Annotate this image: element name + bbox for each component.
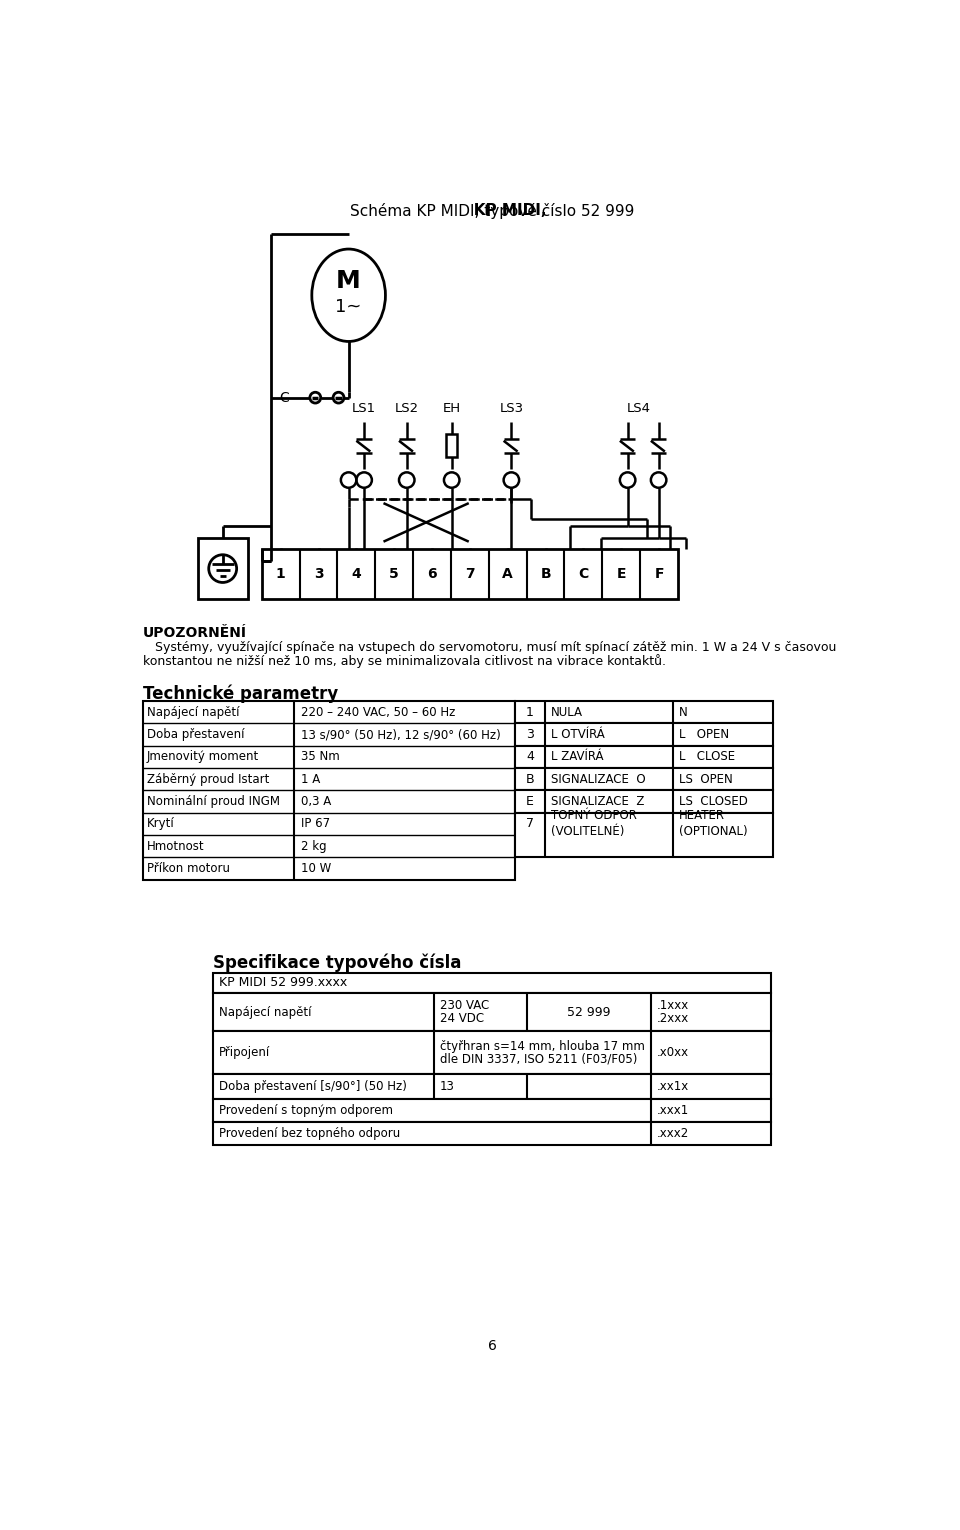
Text: Schéma KP MIDI, typové číslo 52 999: Schéma KP MIDI, typové číslo 52 999 bbox=[349, 203, 635, 219]
Bar bbox=[213, 1031, 771, 1074]
Text: 230 VAC: 230 VAC bbox=[440, 999, 490, 1013]
Text: UPOZORNĚNÍ: UPOZORNĚNÍ bbox=[143, 626, 248, 640]
Bar bbox=[213, 973, 771, 993]
Bar bbox=[516, 812, 774, 857]
Text: TOPNÝ ODPOR: TOPNÝ ODPOR bbox=[551, 809, 636, 822]
Bar bbox=[516, 724, 774, 745]
Text: Napájecí napětí: Napájecí napětí bbox=[147, 705, 240, 719]
Text: Doba přestavení: Doba přestavení bbox=[147, 728, 245, 741]
Text: F: F bbox=[655, 568, 663, 581]
Text: N: N bbox=[679, 705, 687, 719]
Text: Nominální proud INGM: Nominální proud INGM bbox=[147, 796, 280, 808]
Bar bbox=[143, 701, 516, 880]
Bar bbox=[198, 539, 248, 600]
Text: 52 999: 52 999 bbox=[567, 1005, 611, 1019]
Bar bbox=[262, 549, 678, 600]
Text: 7: 7 bbox=[465, 568, 475, 581]
Text: Hmotnost: Hmotnost bbox=[147, 840, 204, 852]
Text: 35 Nm: 35 Nm bbox=[300, 750, 339, 763]
Text: C: C bbox=[578, 568, 588, 581]
Text: IP 67: IP 67 bbox=[300, 817, 329, 831]
Text: Krytí: Krytí bbox=[147, 817, 175, 831]
Text: Provedení s topným odporem: Provedení s topným odporem bbox=[219, 1105, 394, 1117]
Text: KP MIDI,: KP MIDI, bbox=[437, 203, 547, 217]
Text: 220 – 240 VAC, 50 – 60 Hz: 220 – 240 VAC, 50 – 60 Hz bbox=[300, 705, 455, 719]
Text: E: E bbox=[526, 796, 534, 808]
Text: B: B bbox=[526, 773, 535, 786]
Bar bbox=[446, 435, 457, 457]
Text: NULA: NULA bbox=[551, 705, 583, 719]
Text: 3: 3 bbox=[526, 728, 534, 741]
Text: .2xxx: .2xxx bbox=[657, 1011, 689, 1025]
Text: Doba přestavení [s/90°] (50 Hz): Doba přestavení [s/90°] (50 Hz) bbox=[219, 1080, 407, 1092]
Text: 1 A: 1 A bbox=[300, 773, 320, 786]
Text: 1~: 1~ bbox=[335, 298, 362, 315]
Bar bbox=[516, 791, 774, 812]
Text: SIGNALIZACE  O: SIGNALIZACE O bbox=[551, 773, 645, 786]
Text: 0,3 A: 0,3 A bbox=[300, 796, 331, 808]
Text: LS4: LS4 bbox=[627, 401, 651, 415]
Text: HEATER: HEATER bbox=[679, 809, 725, 822]
Text: LS3: LS3 bbox=[499, 401, 523, 415]
Text: L   CLOSE: L CLOSE bbox=[679, 750, 735, 763]
Text: 13 s/90° (50 Hz), 12 s/90° (60 Hz): 13 s/90° (50 Hz), 12 s/90° (60 Hz) bbox=[300, 728, 500, 741]
Text: E: E bbox=[616, 568, 626, 581]
Bar bbox=[516, 701, 774, 724]
Text: 4: 4 bbox=[351, 568, 361, 581]
Text: .xx1x: .xx1x bbox=[657, 1080, 689, 1092]
Text: LS  OPEN: LS OPEN bbox=[679, 773, 732, 786]
Text: C: C bbox=[278, 390, 289, 404]
Text: Záběrný proud Istart: Záběrný proud Istart bbox=[147, 773, 270, 786]
Text: L   OPEN: L OPEN bbox=[679, 728, 729, 741]
Text: LS  CLOSED: LS CLOSED bbox=[679, 796, 748, 808]
Text: 4: 4 bbox=[526, 750, 534, 763]
Text: Systémy, využívající spínače na vstupech do servomotoru, musí mít spínací zátěž : Systémy, využívající spínače na vstupech… bbox=[143, 641, 836, 653]
Text: M: M bbox=[336, 269, 361, 294]
Bar bbox=[213, 1099, 771, 1121]
Text: (OPTIONAL): (OPTIONAL) bbox=[679, 825, 748, 838]
Text: Napájecí napětí: Napájecí napětí bbox=[219, 1005, 312, 1019]
Text: L ZAVÍRÁ: L ZAVÍRÁ bbox=[551, 750, 604, 763]
Text: 13: 13 bbox=[440, 1080, 455, 1092]
Text: SIGNALIZACE  Z: SIGNALIZACE Z bbox=[551, 796, 644, 808]
Text: .xxx1: .xxx1 bbox=[657, 1105, 689, 1117]
Text: B: B bbox=[540, 568, 551, 581]
Text: LS1: LS1 bbox=[352, 401, 376, 415]
Text: EH: EH bbox=[443, 401, 461, 415]
Text: 6: 6 bbox=[427, 568, 437, 581]
Text: Provedení bez topného odporu: Provedení bez topného odporu bbox=[219, 1128, 400, 1140]
Text: .xxx2: .xxx2 bbox=[657, 1128, 689, 1140]
Text: .x0xx: .x0xx bbox=[657, 1047, 689, 1059]
Bar bbox=[516, 768, 774, 791]
Text: 1: 1 bbox=[276, 568, 286, 581]
Text: 2 kg: 2 kg bbox=[300, 840, 326, 852]
Text: A: A bbox=[502, 568, 514, 581]
Text: LS2: LS2 bbox=[395, 401, 419, 415]
Text: Specifikace typového čísla: Specifikace typového čísla bbox=[213, 953, 462, 972]
Text: .1xxx: .1xxx bbox=[657, 999, 689, 1013]
Bar bbox=[213, 993, 771, 1031]
Text: 10 W: 10 W bbox=[300, 861, 331, 875]
Text: Jmenovitý moment: Jmenovitý moment bbox=[147, 750, 259, 763]
Text: konstantou ne nižší než 10 ms, aby se minimalizovala citlivost na vibrace kontak: konstantou ne nižší než 10 ms, aby se mi… bbox=[143, 653, 666, 669]
Text: (VOLITELNÉ): (VOLITELNÉ) bbox=[551, 825, 624, 838]
Text: Připojení: Připojení bbox=[219, 1047, 271, 1059]
Text: 24 VDC: 24 VDC bbox=[440, 1011, 484, 1025]
Text: 3: 3 bbox=[314, 568, 324, 581]
Text: dle DIN 3337, ISO 5211 (F03/F05): dle DIN 3337, ISO 5211 (F03/F05) bbox=[440, 1053, 637, 1065]
Text: Příkon motoru: Příkon motoru bbox=[147, 861, 230, 875]
Text: KP MIDI 52 999.xxxx: KP MIDI 52 999.xxxx bbox=[219, 976, 348, 990]
Text: 7: 7 bbox=[526, 817, 534, 831]
Text: čtyřhran s=14 mm, hlouba 17 mm: čtyřhran s=14 mm, hlouba 17 mm bbox=[440, 1040, 645, 1053]
Text: 1: 1 bbox=[526, 705, 534, 719]
Bar bbox=[516, 745, 774, 768]
Text: 6: 6 bbox=[488, 1339, 496, 1354]
Bar bbox=[213, 1074, 771, 1099]
Text: 5: 5 bbox=[390, 568, 399, 581]
Bar bbox=[213, 1121, 771, 1146]
Text: Technické parametry: Technické parametry bbox=[143, 684, 339, 702]
Text: L OTVÍRÁ: L OTVÍRÁ bbox=[551, 728, 605, 741]
